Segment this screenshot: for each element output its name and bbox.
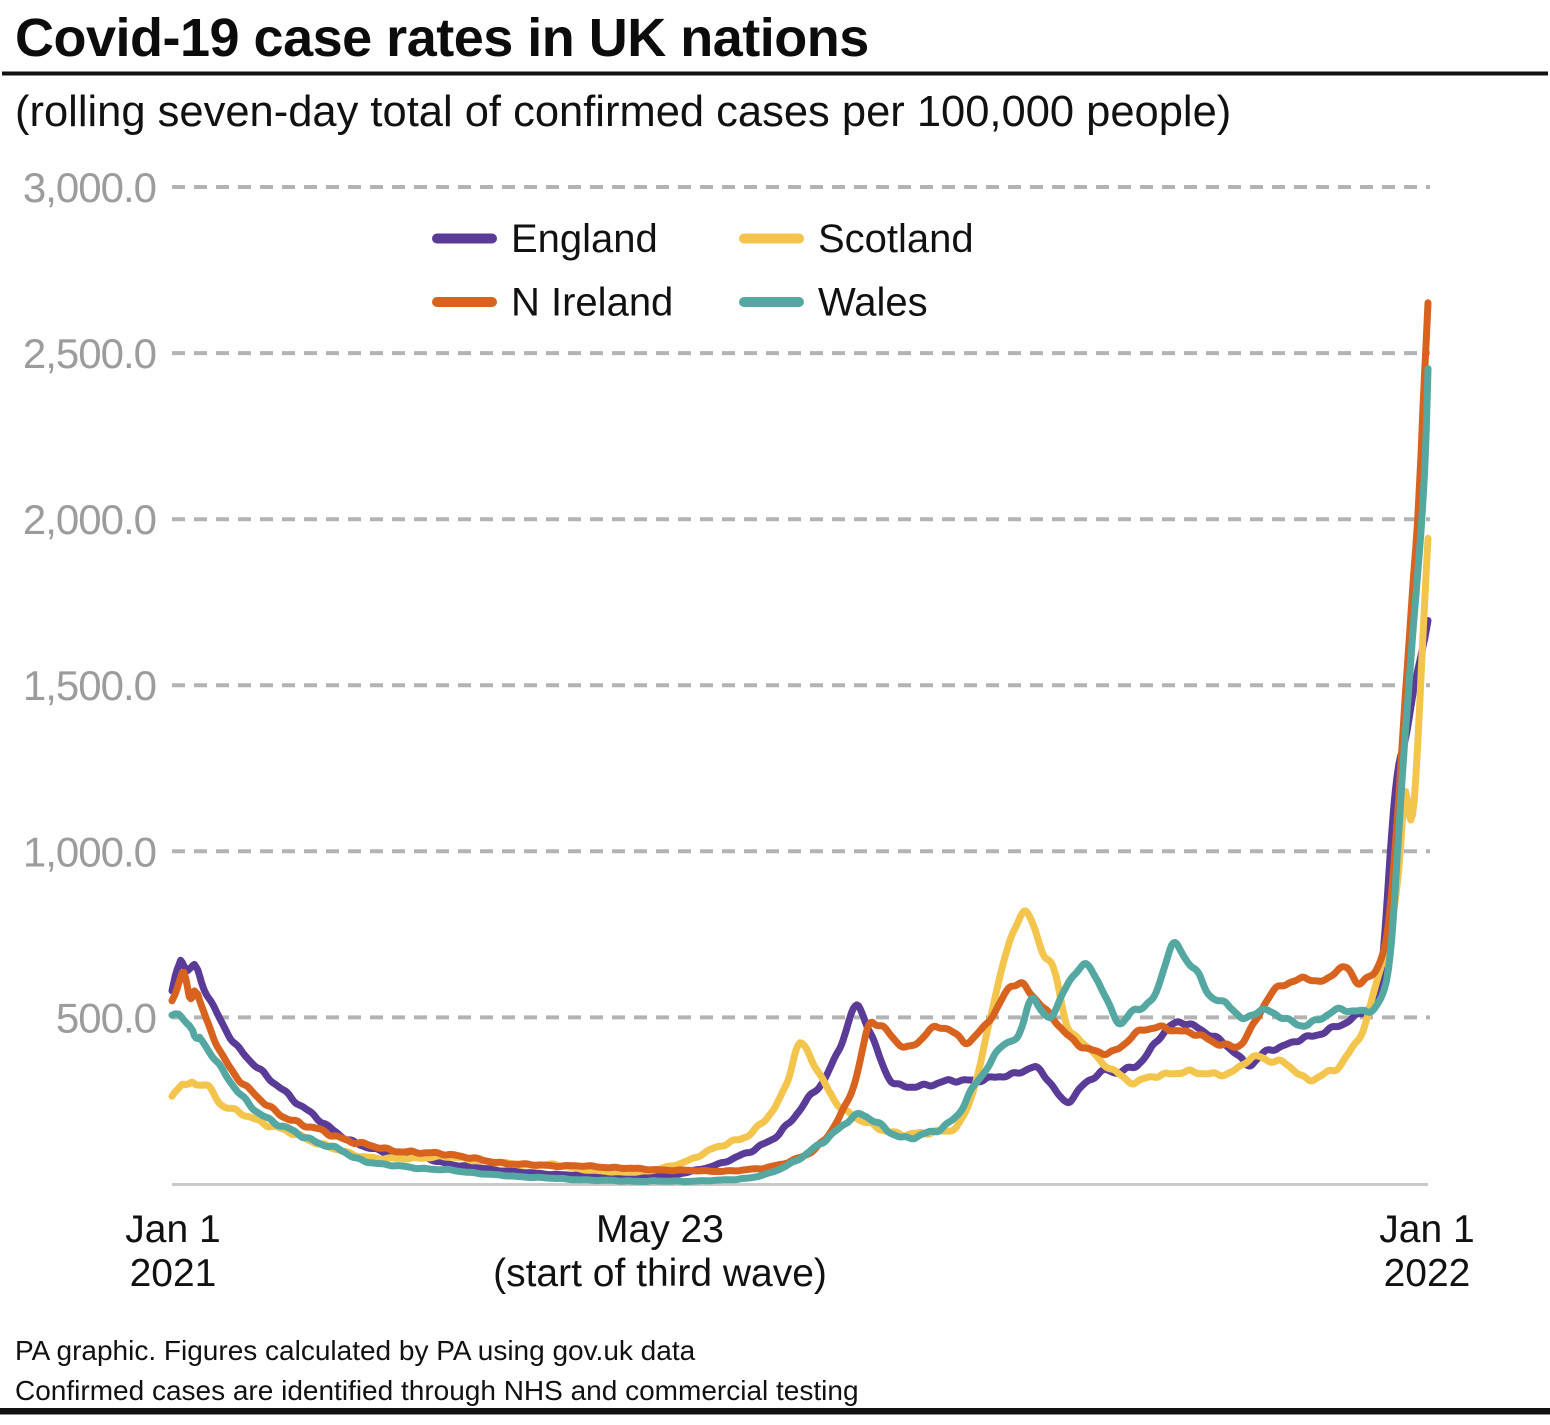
svg-text:2,000.0: 2,000.0 (23, 496, 156, 543)
svg-text:(rolling seven-day total of co: (rolling seven-day total of confirmed ca… (15, 88, 1231, 136)
svg-text:Confirmed cases are identified: Confirmed cases are identified through N… (15, 1375, 859, 1406)
svg-text:2022: 2022 (1384, 1252, 1471, 1295)
svg-text:Wales: Wales (818, 281, 928, 325)
svg-text:1,500.0: 1,500.0 (23, 662, 156, 709)
svg-text:(start of third wave): (start of third wave) (493, 1252, 827, 1295)
svg-text:2021: 2021 (130, 1252, 217, 1295)
svg-text:PA graphic. Figures calculated: PA graphic. Figures calculated by PA usi… (15, 1335, 696, 1366)
svg-text:Covid-19 case rates in UK nati: Covid-19 case rates in UK nations (15, 8, 869, 68)
svg-text:2,500.0: 2,500.0 (23, 330, 156, 377)
svg-text:3,000.0: 3,000.0 (23, 164, 156, 211)
svg-text:N Ireland: N Ireland (511, 281, 673, 325)
svg-text:Jan 1: Jan 1 (125, 1208, 220, 1251)
svg-text:1,000.0: 1,000.0 (23, 828, 156, 875)
svg-text:Scotland: Scotland (818, 217, 974, 261)
svg-text:Jan 1: Jan 1 (1379, 1208, 1474, 1251)
svg-text:500.0: 500.0 (56, 994, 156, 1041)
svg-text:May 23: May 23 (596, 1208, 724, 1251)
svg-text:England: England (511, 217, 658, 261)
